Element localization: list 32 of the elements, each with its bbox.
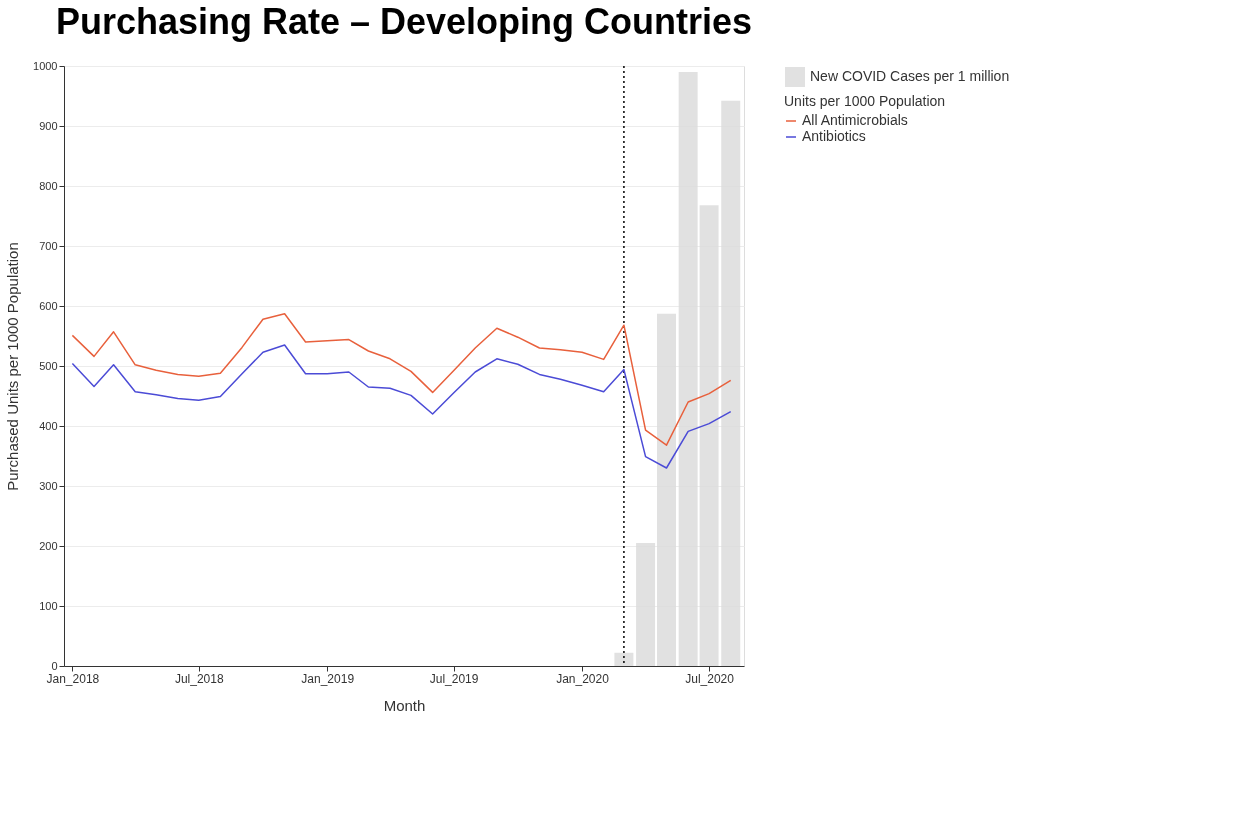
y-tick-label: 500 bbox=[39, 359, 58, 372]
legend-label: New COVID Cases per 1 million bbox=[810, 68, 1010, 84]
y-tick-label: 900 bbox=[39, 119, 58, 132]
bar bbox=[678, 72, 698, 666]
y-tick-label: 800 bbox=[39, 179, 58, 192]
x-tick-label: Jul_2020 bbox=[685, 671, 735, 686]
y-tick-label: 400 bbox=[39, 419, 58, 432]
y-tick-label: 600 bbox=[39, 299, 58, 312]
bar bbox=[721, 100, 741, 666]
bar bbox=[699, 205, 719, 666]
x-axis-title: Month bbox=[383, 696, 426, 714]
y-tick-label: 700 bbox=[39, 239, 58, 252]
x-tick-label: Jan_2019 bbox=[301, 671, 355, 686]
y-tick-label: 100 bbox=[39, 599, 58, 612]
bar bbox=[614, 652, 634, 666]
y-tick-label: 200 bbox=[39, 539, 58, 552]
y-tick-label: 0 bbox=[51, 659, 58, 672]
x-tick-label: Jan_2020 bbox=[556, 671, 610, 686]
x-tick-label: Jul_2018 bbox=[174, 671, 224, 686]
chart-title: Purchasing Rate – Developing Countries bbox=[55, 1, 753, 42]
bar bbox=[636, 543, 656, 666]
legend-label: Antibiotics bbox=[802, 128, 866, 144]
legend-label: All Antimicrobials bbox=[802, 112, 908, 128]
legend-title: Units per 1000 Population bbox=[784, 93, 946, 109]
y-axis-title: Purchased Units per 1000 Population bbox=[4, 242, 22, 491]
y-tick-label: 1000 bbox=[33, 59, 58, 72]
x-tick-label: Jan_2018 bbox=[46, 671, 100, 686]
x-tick-label: Jul_2019 bbox=[429, 671, 479, 686]
line-series bbox=[71, 313, 732, 446]
line-series bbox=[71, 344, 732, 469]
y-tick-label: 300 bbox=[39, 479, 58, 492]
bar bbox=[657, 313, 677, 666]
